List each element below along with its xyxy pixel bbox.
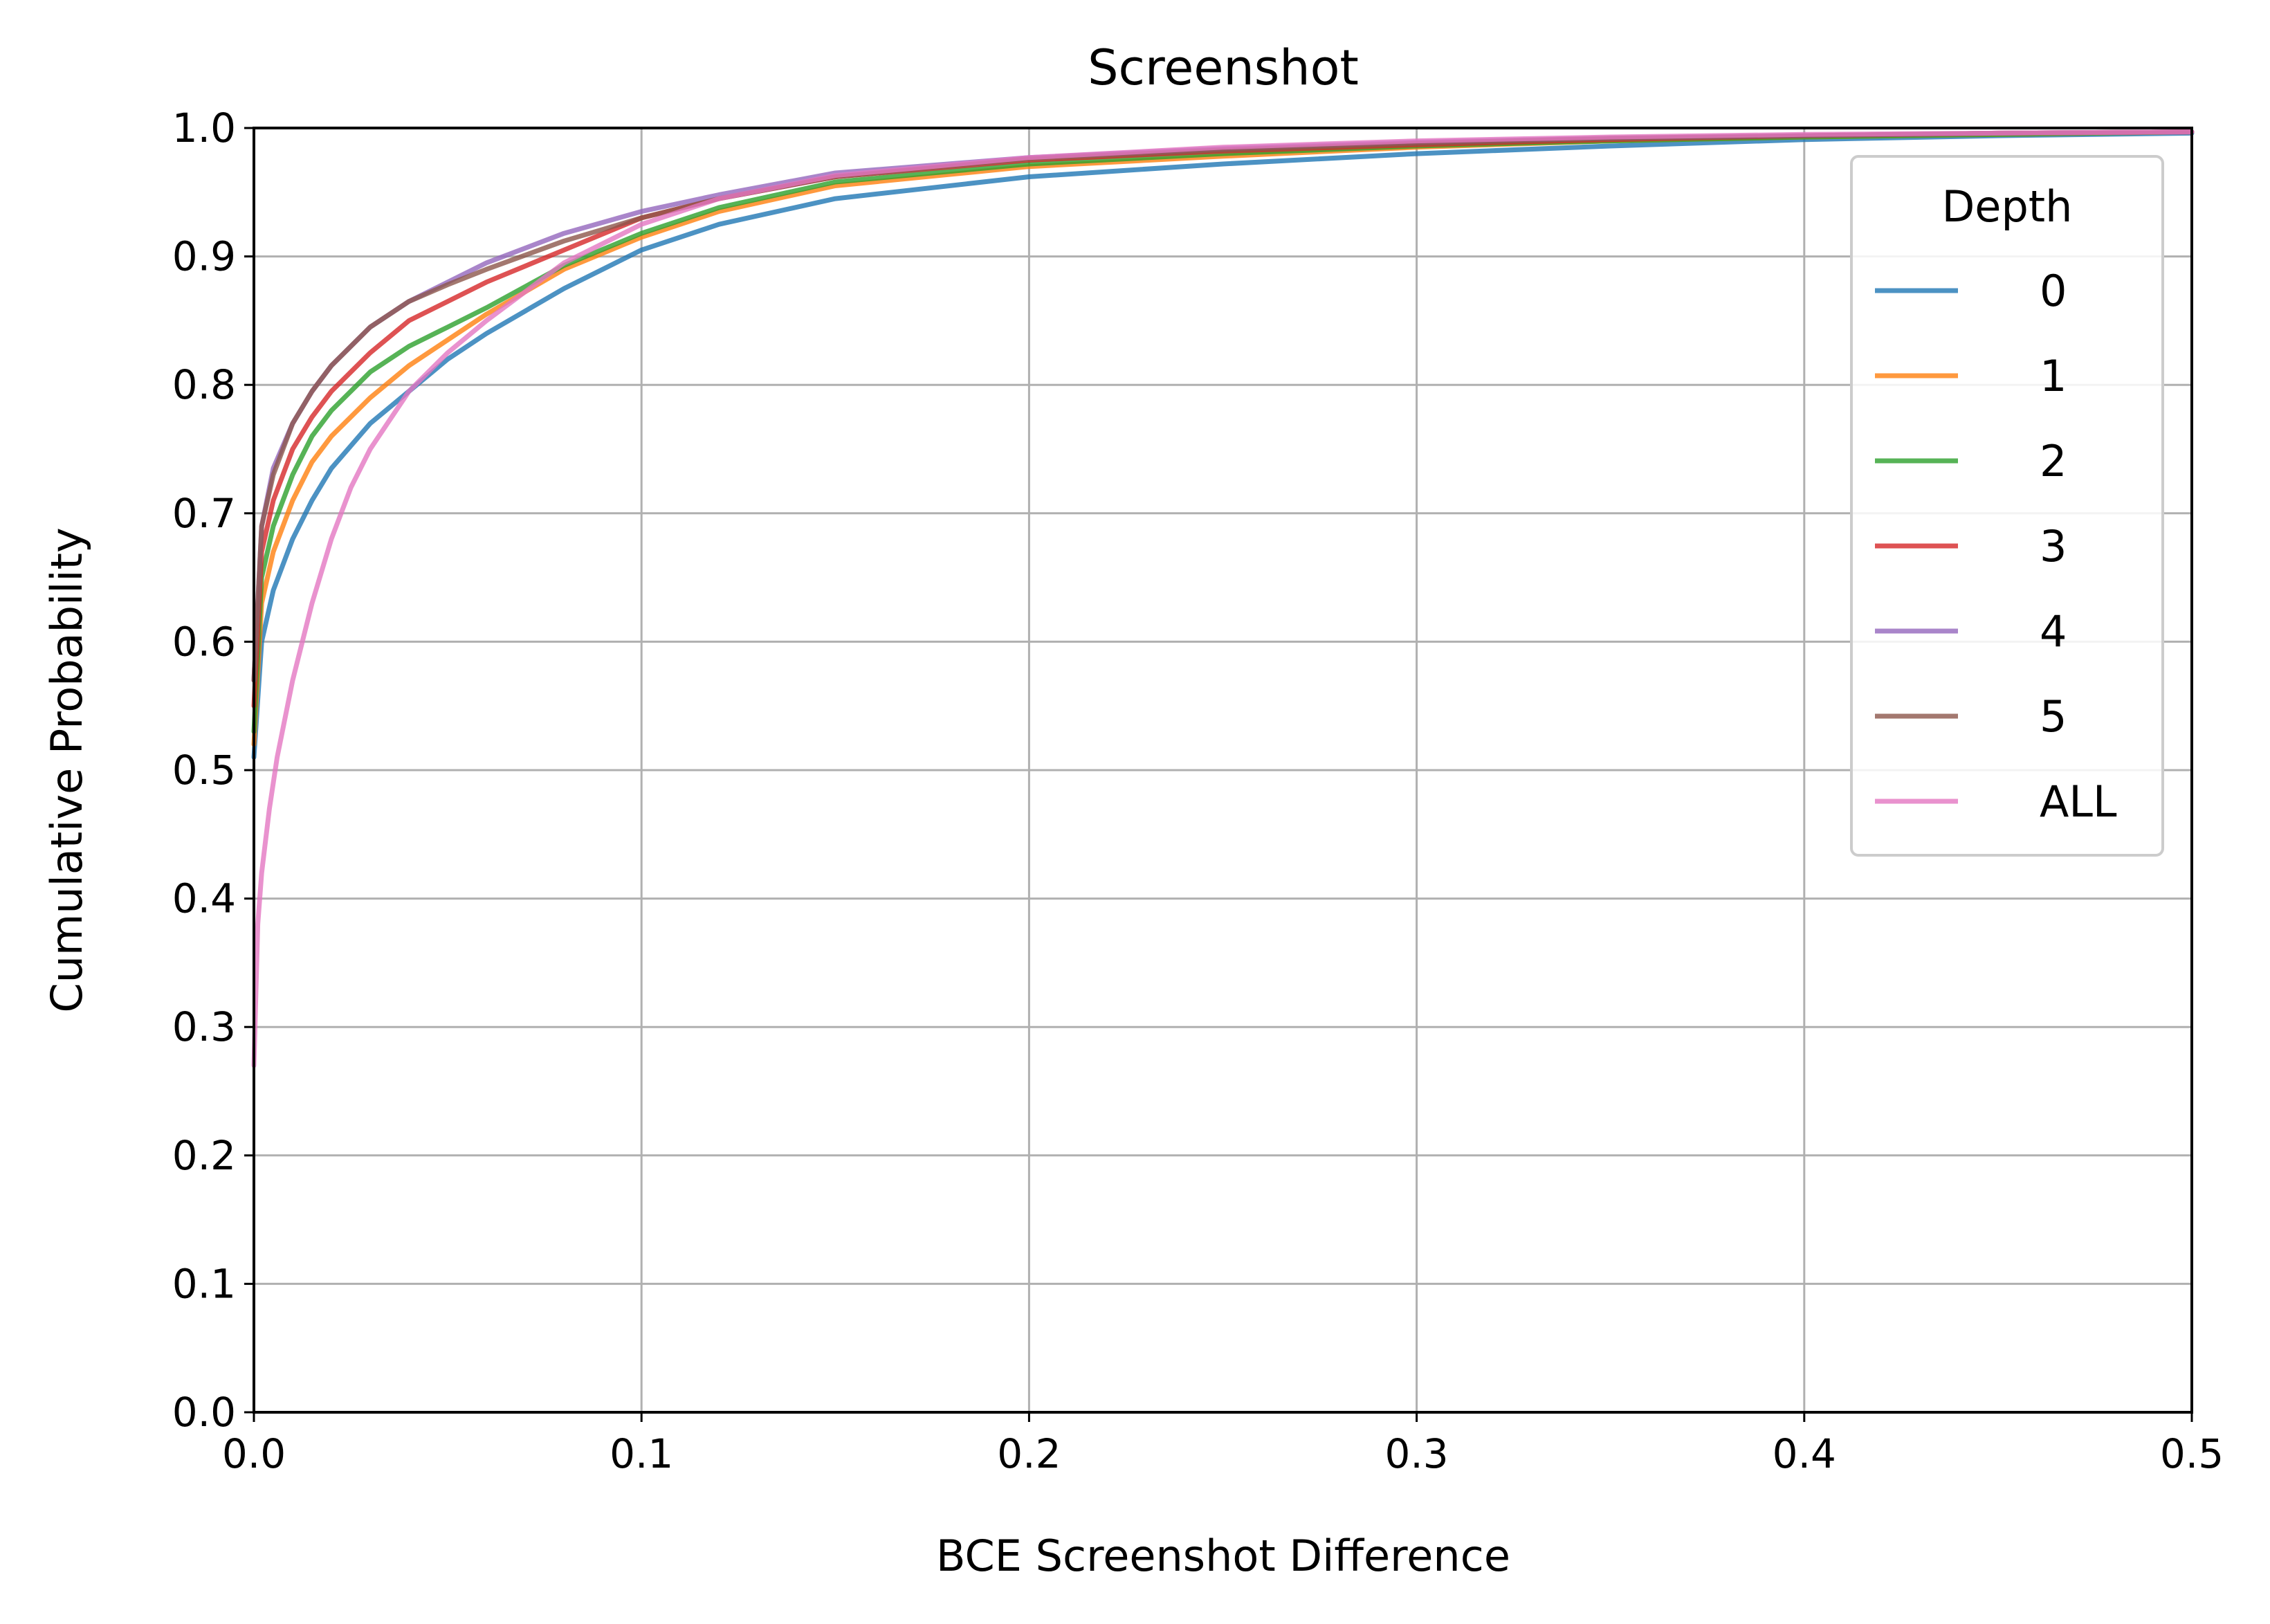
- legend: Depth 0 1 2 3 4 5 ALL: [1850, 155, 2164, 857]
- legend-label-4: 4: [2040, 606, 2067, 657]
- legend-box: [1850, 155, 2164, 857]
- legend-label-5: 5: [2040, 691, 2067, 742]
- legend-label-0: 0: [2040, 266, 2067, 316]
- y-tick-label: 0.6: [172, 618, 236, 665]
- y-tick-label: 0.9: [172, 233, 236, 280]
- legend-label-2: 2: [2040, 436, 2067, 486]
- y-tick-label: 0.5: [172, 747, 236, 794]
- x-tick-label: 0.1: [610, 1430, 673, 1477]
- chart-title: Screenshot: [1088, 39, 1359, 96]
- legend-title: Depth: [1942, 181, 2073, 232]
- x-axis-title: BCE Screenshot Difference: [936, 1531, 1510, 1581]
- x-tick-label: 0.3: [1384, 1430, 1448, 1477]
- y-tick-label: 0.7: [172, 490, 236, 537]
- tick-layer: 0.0 0.1 0.2 0.3 0.4 0.5 0.0 0.1 0.2 0.3 0.4 0.5 0.6 0…: [172, 104, 2224, 1477]
- x-tick-label: 0.2: [997, 1430, 1061, 1477]
- y-tick-label: 1.0: [172, 104, 236, 152]
- y-tick-label: 0.3: [172, 1003, 236, 1050]
- y-tick-label: 0.0: [172, 1389, 236, 1436]
- x-tick-label: 0.0: [222, 1430, 286, 1477]
- y-tick-label: 0.4: [172, 875, 236, 922]
- legend-label-1: 1: [2040, 351, 2067, 401]
- x-tick-label: 0.5: [2160, 1430, 2224, 1477]
- y-tick-label: 0.8: [172, 361, 236, 408]
- legend-label-3: 3: [2040, 521, 2067, 572]
- legend-label-all: ALL: [2040, 776, 2117, 827]
- y-tick-label: 0.2: [172, 1132, 236, 1179]
- series-line-0: [251, 130, 2195, 760]
- y-axis-title: Cumulative Probability: [42, 527, 92, 1012]
- legend-entries: 0 1 2 3 4 5 ALL: [1875, 266, 2117, 827]
- series-line-all: [251, 129, 2195, 1068]
- series-layer: [251, 129, 2195, 1068]
- grid-layer: [253, 127, 2193, 1414]
- x-tick-label: 0.4: [1773, 1430, 1836, 1477]
- y-tick-label: 0.1: [172, 1260, 236, 1307]
